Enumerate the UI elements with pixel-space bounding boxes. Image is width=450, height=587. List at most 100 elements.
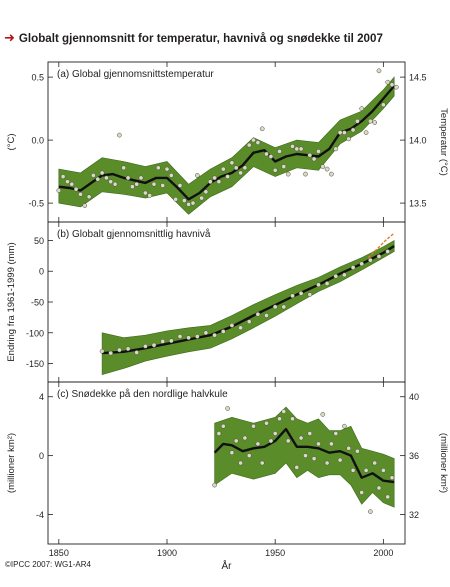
- chart-1-data-point: [99, 348, 105, 354]
- chart-1-satellite-line: [367, 232, 395, 259]
- chart-2-y-tick-label: -4: [36, 510, 44, 520]
- chart-2-data-point: [381, 468, 386, 473]
- chart-0-y-axis-label: (°C): [6, 134, 17, 151]
- chart-0-data-point: [229, 160, 235, 166]
- chart-1-data-point: [255, 311, 261, 317]
- chart-0-data-point: [155, 165, 161, 171]
- chart-0-data-point: [255, 140, 261, 145]
- chart-2-y-axis-label: (millioner km²): [6, 433, 17, 493]
- chart-0-data-point: [372, 120, 378, 125]
- chart-0-data-point: [203, 189, 209, 195]
- chart-0-data-point: [342, 130, 347, 135]
- chart-0-data-point: [242, 165, 248, 171]
- chart-1-data-point: [220, 329, 226, 334]
- chart-2-data-point: [251, 423, 256, 429]
- chart-0-data-point: [212, 175, 217, 181]
- chart-2-data-point: [307, 431, 313, 436]
- chart-0-data-point: [290, 144, 295, 149]
- chart-0-data-point: [121, 165, 127, 171]
- chart-1-uncertainty-band: [101, 239, 395, 375]
- chart-0-data-point: [199, 195, 204, 201]
- chart-0-y-right-tick-label: 13.5: [409, 199, 427, 209]
- chart-0-data-point: [277, 149, 282, 154]
- chart-0-y-right-tick-label: 14.0: [409, 136, 427, 146]
- chart-2-data-point: [216, 431, 222, 436]
- chart-0-frame: [47, 61, 406, 223]
- chart-0-data-point: [311, 156, 317, 162]
- chart-2-data-point: [316, 441, 321, 447]
- chart-2-y-axis-label-right: (millioner km²): [438, 433, 449, 493]
- chart-2-data-point: [303, 453, 308, 458]
- chart-1-data-point: [342, 272, 347, 278]
- panel-sea-level: -150 -100 -50 0 50 (b) Globalt gjennomsnittli…: [6, 221, 406, 383]
- chart-0-data-point: [164, 166, 170, 172]
- chart-0-data-point: [225, 174, 230, 179]
- chart-0-data-point: [194, 173, 200, 178]
- chart-0-data-point: [363, 130, 369, 135]
- chart-0-data-point: [264, 151, 269, 157]
- chart-0-data-point: [303, 171, 308, 177]
- chart-2-data-point: [389, 475, 395, 481]
- chart-2-data-point: [294, 465, 300, 470]
- chart-1-data-point: [160, 339, 166, 344]
- chart-2-data-point: [268, 438, 274, 444]
- chart-0-data-point: [220, 166, 226, 172]
- chart-1-data-point: [272, 304, 278, 310]
- chart-2-data-point: [298, 435, 304, 441]
- chart-2-data-point: [281, 409, 287, 414]
- chart-0-data-point: [117, 132, 122, 138]
- chart-0-data-point: [186, 202, 191, 207]
- chart-2-data-point: [264, 420, 269, 426]
- chart-0-data-point: [78, 191, 83, 197]
- chart-1-y-tick-label: -50: [31, 298, 44, 308]
- chart-0-data-point: [272, 167, 278, 173]
- chart-2-data-point: [277, 416, 282, 422]
- chart-1-data-point: [350, 265, 356, 270]
- chart-0-data-point: [307, 152, 313, 158]
- chart-0-data-point: [333, 146, 339, 152]
- chart-2-data-point: [342, 423, 347, 429]
- chart-1-data-point: [333, 273, 339, 279]
- chart-0-data-point: [350, 127, 356, 133]
- chart-0-data-point: [238, 170, 243, 176]
- chart-0-data-point: [233, 165, 239, 171]
- chart-1-data-point: [229, 323, 235, 328]
- chart-0-data-point: [355, 118, 360, 124]
- chart-1-data-point: [186, 335, 191, 341]
- chart-0-data-point: [320, 164, 326, 169]
- figure-title: ➜ Globalt gjennomsnitt for temperatur, ha…: [4, 29, 448, 47]
- chart-2-data-point: [259, 460, 265, 466]
- chart-0-data-point: [95, 176, 101, 182]
- chart-0-uncertainty-band: [58, 76, 395, 215]
- chart-1-data-point: [264, 313, 269, 318]
- chart-0-data-point: [393, 84, 399, 90]
- chart-0-data-point: [268, 154, 274, 159]
- chart-2-data-point: [359, 490, 365, 495]
- chart-1-data-point: [376, 254, 382, 259]
- chart-0-data-point: [190, 200, 196, 206]
- chart-0-data-point: [181, 198, 187, 203]
- chart-2-data-point: [355, 448, 360, 454]
- chart-0-data-point: [138, 175, 144, 181]
- chart-2-data-point: [220, 423, 226, 429]
- chart-2-data-point: [333, 431, 339, 436]
- chart-0-data-point: [259, 126, 265, 132]
- chart-0-data-point: [298, 146, 304, 152]
- chart-2-data-point: [229, 450, 235, 456]
- chart-0-data-point: [337, 130, 343, 135]
- chart-1-data-point: [108, 350, 114, 356]
- chart-0-data-point: [316, 149, 321, 154]
- chart-0-data-point: [134, 181, 140, 187]
- chart-0-data-point: [359, 106, 365, 111]
- chart-0-data-point: [346, 136, 352, 142]
- chart-0-data-point: [216, 179, 222, 185]
- chart-2-data-point: [363, 468, 369, 473]
- chart-1-y-tick-label: 0: [39, 267, 44, 277]
- chart-2-data-point: [329, 441, 334, 447]
- chart-2-y-right-tick-label: 32: [409, 510, 419, 520]
- chart-1-data-point: [290, 293, 295, 299]
- chart-1-y-tick-label: 50: [34, 236, 44, 246]
- chart-0-data-point: [246, 142, 252, 148]
- chart-0-data-point: [151, 181, 157, 187]
- chart-2-x-axis-label: År: [222, 559, 233, 572]
